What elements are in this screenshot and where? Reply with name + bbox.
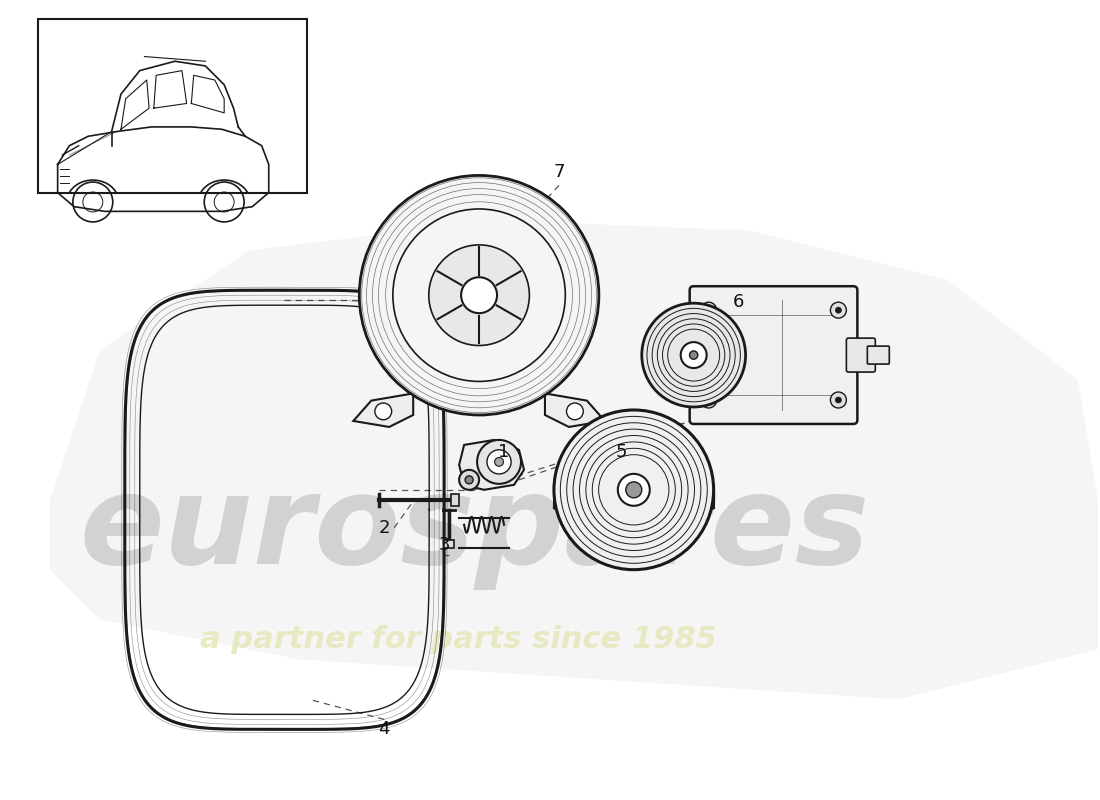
Circle shape (360, 175, 598, 415)
Circle shape (461, 278, 497, 313)
Circle shape (487, 450, 512, 474)
Polygon shape (353, 394, 414, 427)
Circle shape (830, 392, 846, 408)
Circle shape (626, 482, 641, 498)
Bar (37, 18, 307, 194)
Text: a partner for parts since 1985: a partner for parts since 1985 (199, 625, 716, 654)
Circle shape (641, 303, 746, 407)
Circle shape (706, 307, 712, 313)
Text: 5: 5 (615, 443, 627, 461)
Circle shape (835, 307, 842, 313)
Ellipse shape (554, 502, 714, 513)
Circle shape (459, 470, 480, 490)
Circle shape (566, 403, 583, 420)
FancyBboxPatch shape (444, 540, 454, 548)
Circle shape (554, 410, 714, 570)
Circle shape (830, 302, 846, 318)
Text: 7: 7 (553, 163, 564, 182)
FancyBboxPatch shape (451, 494, 459, 506)
Circle shape (681, 342, 706, 368)
FancyBboxPatch shape (867, 346, 889, 364)
Circle shape (835, 397, 842, 403)
Circle shape (701, 392, 716, 408)
Text: 4: 4 (378, 720, 390, 738)
Text: 6: 6 (733, 293, 745, 311)
Circle shape (618, 474, 650, 506)
Text: 2: 2 (378, 518, 390, 537)
Circle shape (706, 397, 712, 403)
Circle shape (701, 302, 716, 318)
Polygon shape (50, 220, 1098, 699)
FancyBboxPatch shape (846, 338, 876, 372)
Text: 3: 3 (439, 536, 450, 554)
Text: 1: 1 (498, 443, 509, 461)
Circle shape (465, 476, 473, 484)
Polygon shape (544, 394, 605, 427)
Circle shape (429, 245, 529, 346)
Circle shape (495, 458, 504, 466)
Polygon shape (459, 440, 524, 490)
Circle shape (690, 351, 697, 359)
Circle shape (477, 440, 521, 484)
Circle shape (375, 403, 392, 420)
FancyBboxPatch shape (690, 286, 857, 424)
Text: eurospares: eurospares (80, 470, 870, 590)
